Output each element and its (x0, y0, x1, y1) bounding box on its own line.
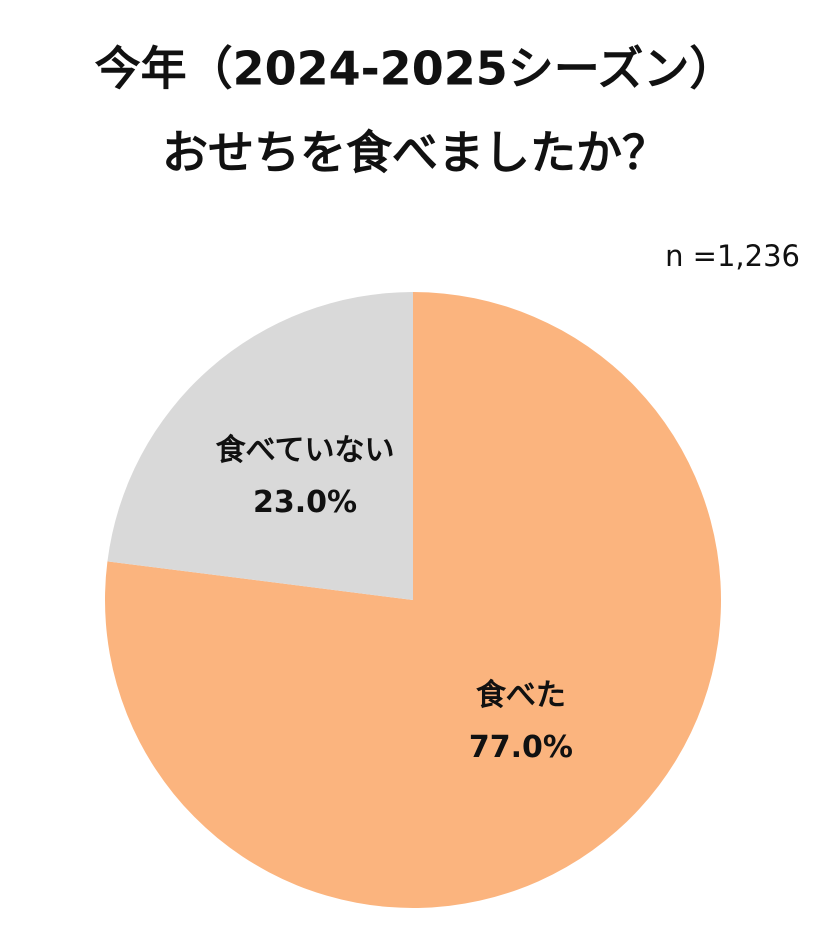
pie (105, 292, 722, 909)
pie-labels: 食べた 77.0% 食べていない 23.0% (216, 433, 573, 765)
slice-label: 食べた (476, 678, 566, 713)
pie-slice (107, 292, 413, 600)
chart-title: 今年（2024-2025シーズン） (95, 42, 736, 96)
chart-title: おせちを食べましたか？ (162, 126, 668, 180)
slice-value-label: 23.0% (253, 485, 357, 520)
pie-slice (105, 292, 722, 909)
slice-value-label: 77.0% (469, 730, 573, 765)
sample-size: n =1,236 (665, 239, 800, 273)
slice-label: 食べていない (216, 433, 395, 468)
